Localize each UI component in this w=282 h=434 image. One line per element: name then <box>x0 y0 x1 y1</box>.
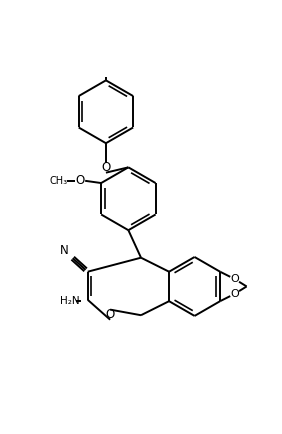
Text: H₂N: H₂N <box>60 296 79 306</box>
Text: O: O <box>230 274 239 284</box>
Text: O: O <box>230 289 239 299</box>
Text: N: N <box>60 243 69 256</box>
Text: O: O <box>105 308 115 321</box>
Text: CH₃: CH₃ <box>49 176 68 186</box>
Text: O: O <box>76 174 85 187</box>
Text: O: O <box>101 161 111 174</box>
